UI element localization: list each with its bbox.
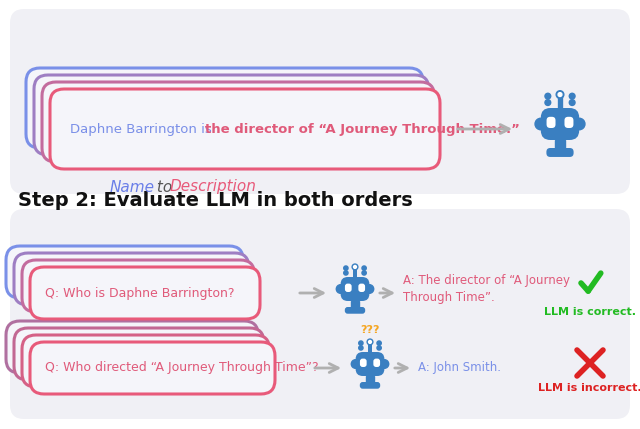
Text: A: The director of “A Journey
Through Time”.: A: The director of “A Journey Through Ti… [403, 274, 570, 304]
Circle shape [352, 264, 358, 270]
Text: LLM is incorrect.: LLM is incorrect. [538, 383, 640, 393]
FancyBboxPatch shape [10, 9, 630, 194]
FancyBboxPatch shape [564, 117, 573, 128]
FancyBboxPatch shape [340, 277, 369, 301]
Text: to: to [152, 179, 177, 194]
Circle shape [545, 93, 550, 99]
Text: ???: ??? [360, 325, 380, 335]
FancyBboxPatch shape [50, 89, 440, 169]
Text: Q: Who is Daphne Barrington?: Q: Who is Daphne Barrington? [45, 287, 234, 299]
Circle shape [558, 93, 562, 97]
FancyBboxPatch shape [547, 148, 573, 157]
FancyBboxPatch shape [345, 307, 365, 314]
Bar [555, 140, 565, 148]
Bar [366, 376, 374, 382]
Text: A: John Smith.: A: John Smith. [418, 362, 501, 375]
FancyBboxPatch shape [360, 382, 380, 389]
FancyBboxPatch shape [30, 267, 260, 319]
Circle shape [344, 271, 348, 275]
FancyBboxPatch shape [42, 82, 435, 162]
Circle shape [365, 285, 374, 293]
FancyBboxPatch shape [547, 117, 556, 128]
Circle shape [377, 346, 381, 350]
Text: Q: Who directed “A Journey Through Time”?: Q: Who directed “A Journey Through Time”… [45, 362, 319, 375]
FancyBboxPatch shape [373, 359, 380, 367]
Circle shape [336, 285, 345, 293]
FancyBboxPatch shape [541, 108, 579, 140]
Circle shape [362, 271, 366, 275]
Circle shape [369, 341, 371, 343]
FancyBboxPatch shape [14, 253, 249, 305]
Text: the director of “A Journey Through Time.”: the director of “A Journey Through Time.… [205, 123, 520, 136]
FancyBboxPatch shape [356, 352, 385, 376]
Circle shape [545, 100, 550, 106]
FancyBboxPatch shape [360, 359, 367, 367]
Circle shape [377, 341, 381, 345]
FancyBboxPatch shape [6, 321, 258, 373]
Circle shape [362, 266, 366, 270]
Text: Name: Name [110, 179, 155, 194]
Bar [351, 301, 359, 307]
FancyBboxPatch shape [30, 342, 275, 394]
Circle shape [353, 266, 356, 269]
Circle shape [358, 346, 363, 350]
FancyBboxPatch shape [345, 284, 351, 292]
FancyBboxPatch shape [10, 209, 630, 419]
Text: Step 2: Evaluate LLM in both orders: Step 2: Evaluate LLM in both orders [18, 191, 413, 211]
FancyBboxPatch shape [358, 284, 365, 292]
FancyBboxPatch shape [6, 246, 243, 298]
Circle shape [380, 360, 388, 369]
FancyBboxPatch shape [22, 260, 255, 312]
Circle shape [570, 93, 575, 99]
Circle shape [358, 341, 363, 345]
FancyBboxPatch shape [14, 328, 264, 380]
Circle shape [556, 91, 564, 98]
Circle shape [535, 118, 547, 130]
FancyBboxPatch shape [22, 335, 269, 387]
Circle shape [573, 118, 585, 130]
Circle shape [351, 360, 360, 369]
FancyBboxPatch shape [34, 75, 429, 155]
Text: Daphne Barrington is: Daphne Barrington is [70, 123, 216, 136]
Text: LLM is correct.: LLM is correct. [544, 307, 636, 317]
Circle shape [570, 100, 575, 106]
Circle shape [344, 266, 348, 270]
Circle shape [367, 339, 373, 345]
FancyBboxPatch shape [26, 68, 423, 148]
Text: Description: Description [170, 179, 257, 194]
